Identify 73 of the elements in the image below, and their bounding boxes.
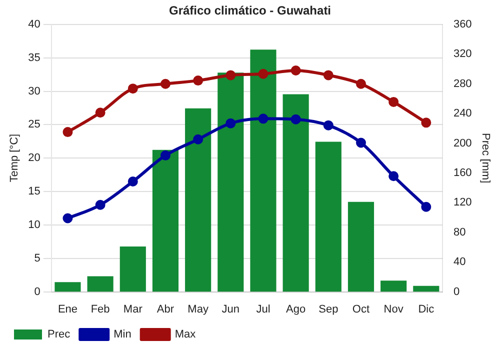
point: [421, 202, 432, 212]
point: [356, 138, 366, 148]
point: [258, 68, 268, 79]
x-tick-label: Jul: [256, 303, 270, 316]
y2-tick-label: 160: [453, 166, 472, 179]
point: [323, 120, 334, 130]
y2-axis-title: Prec [mm]: [479, 133, 492, 184]
x-tick-label: Jun: [222, 303, 240, 316]
y-tick-label: 35: [28, 52, 40, 64]
point: [193, 134, 204, 144]
bar: [348, 202, 374, 292]
x-tick-label: Ago: [286, 303, 306, 316]
point: [356, 78, 366, 89]
bar: [54, 282, 81, 292]
y2-tick-label: 200: [453, 137, 472, 150]
y2-tick-label: 0: [453, 286, 460, 298]
bar: [380, 280, 407, 292]
y-tick-label: 0: [34, 286, 40, 298]
x-tick-label: Nov: [384, 303, 404, 316]
y2-tick-label: 40: [453, 256, 466, 268]
point: [226, 70, 236, 80]
legend-label: Prec: [48, 328, 71, 341]
x-tick-label: Mar: [123, 303, 143, 316]
y-tick-label: 15: [28, 186, 40, 198]
y2-tick-label: 360: [453, 18, 472, 30]
point: [160, 78, 170, 89]
bar: [250, 50, 276, 292]
legend-label: Min: [114, 328, 132, 341]
point: [388, 96, 399, 107]
bar: [218, 72, 244, 292]
x-tick-label: Ene: [58, 303, 78, 316]
point: [160, 150, 170, 160]
point: [258, 114, 268, 124]
point: [95, 200, 106, 210]
y2-tick-label: 320: [453, 48, 472, 60]
point: [421, 118, 432, 128]
point: [193, 76, 204, 86]
y-tick-label: 10: [28, 218, 40, 231]
y-axis-title: Temp [°C]: [8, 134, 21, 182]
x-tick-label: Dic: [418, 303, 435, 316]
point: [388, 171, 399, 182]
y2-tick-label: 280: [453, 78, 472, 90]
point: [290, 66, 301, 76]
bar: [152, 150, 179, 292]
point: [62, 127, 73, 138]
point: [290, 114, 301, 124]
y2-tick-label: 80: [453, 226, 466, 238]
bar: [185, 108, 212, 292]
point: [95, 108, 106, 118]
legend-label: Max: [174, 328, 196, 341]
point: [128, 176, 138, 186]
point: [128, 84, 138, 94]
point: [62, 213, 73, 224]
x-tick-label: May: [188, 303, 209, 316]
y2-tick-label: 240: [453, 108, 472, 120]
point: [226, 118, 236, 128]
x-tick-label: Oct: [352, 303, 370, 316]
chart-title: Gráfico climático - Guwahati: [168, 4, 332, 18]
bar: [315, 142, 342, 292]
y2-tick-label: 120: [453, 196, 472, 209]
y-tick-label: 25: [28, 118, 40, 131]
bar: [120, 246, 146, 292]
x-tick-label: Sep: [318, 303, 338, 316]
y-tick-label: 40: [28, 18, 40, 30]
x-tick-label: Abr: [156, 303, 174, 316]
point: [323, 70, 334, 80]
y-tick-label: 30: [28, 85, 40, 98]
y-tick-label: 20: [28, 152, 40, 164]
bar: [87, 276, 114, 292]
y-tick-label: 5: [34, 252, 40, 264]
bar: [413, 286, 440, 292]
x-tick-label: Feb: [90, 303, 110, 316]
bar: [282, 94, 309, 292]
